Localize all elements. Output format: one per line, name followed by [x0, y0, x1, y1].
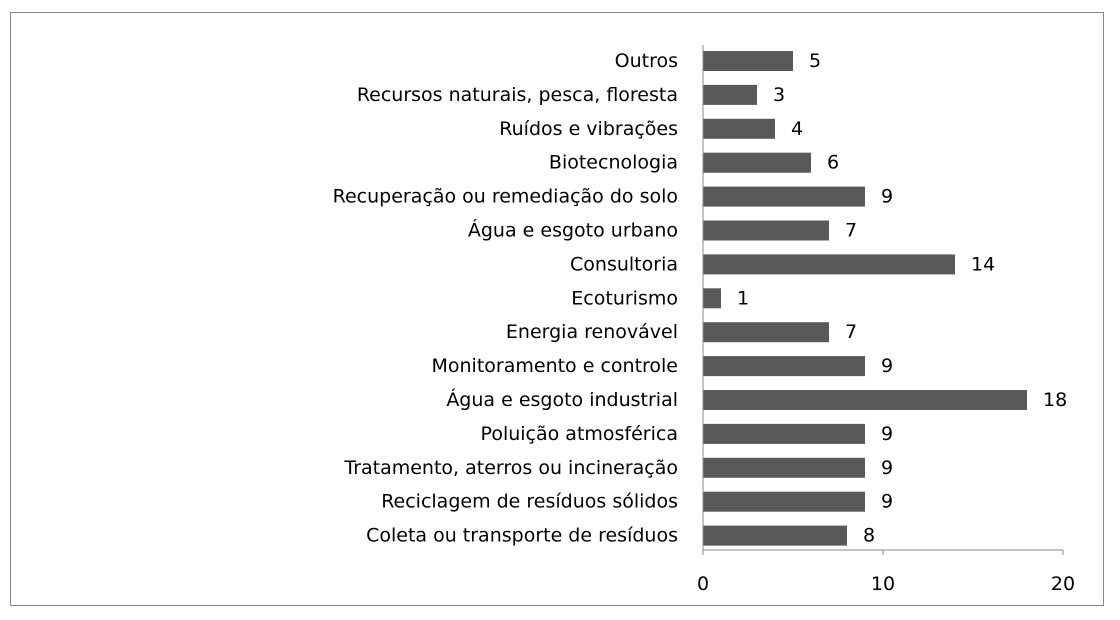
category-label-consultoria: Consultoria	[570, 253, 678, 275]
category-label-tratamento-aterros-ou-incineracao: Tratamento, aterros ou incineração	[343, 457, 678, 479]
value-label-outros: 5	[809, 50, 821, 72]
bar-ecoturismo	[703, 288, 721, 309]
value-label-poluicao-atmosferica: 9	[881, 423, 893, 445]
value-label-recuperacao-ou-remediacao-do-solo: 9	[881, 186, 893, 208]
category-label-poluicao-atmosferica: Poluição atmosférica	[481, 423, 678, 445]
bars	[703, 51, 1027, 546]
value-label-coleta-ou-transporte-de-residuos: 8	[863, 525, 875, 547]
bar-reciclagem-de-residuos-solidos	[703, 491, 865, 512]
bar-coleta-ou-transporte-de-residuos	[703, 525, 847, 546]
value-label-biotecnologia: 6	[827, 152, 839, 174]
value-label-agua-e-esgoto-industrial: 18	[1043, 389, 1067, 411]
category-label-ruidos-e-vibracoes: Ruídos e vibrações	[499, 118, 678, 140]
chart-frame	[10, 12, 1104, 606]
category-label-biotecnologia: Biotecnologia	[549, 152, 678, 174]
bar-outros	[703, 51, 793, 71]
category-labels: Outros Recursos naturais, pesca, floresta…	[333, 50, 678, 547]
value-label-energia-renovavel: 7	[845, 321, 857, 343]
bar-recursos-naturais-pesca-floresta	[703, 84, 757, 105]
bar-energia-renovavel	[703, 322, 829, 343]
bar-consultoria	[703, 254, 955, 275]
bar-monitoramento-e-controle	[703, 356, 865, 377]
category-label-recuperacao-ou-remediacao-do-solo: Recuperação ou remediação do solo	[333, 186, 678, 208]
x-tick-label-0: 0	[697, 573, 709, 595]
category-label-reciclagem-de-residuos-solidos: Reciclagem de resíduos sólidos	[381, 491, 678, 513]
value-label-ecoturismo: 1	[737, 287, 749, 309]
category-label-monitoramento-e-controle: Monitoramento e controle	[432, 355, 679, 377]
category-label-outros: Outros	[615, 50, 678, 72]
bar-biotecnologia	[703, 152, 811, 173]
value-label-ruidos-e-vibracoes: 4	[791, 118, 803, 140]
bar-agua-e-esgoto-industrial	[703, 390, 1027, 410]
axes	[702, 45, 1064, 555]
x-tick-labels: 0 10 20	[697, 573, 1075, 595]
category-label-agua-e-esgoto-urbano: Água e esgoto urbano	[468, 219, 678, 242]
value-label-recursos-naturais-pesca-floresta: 3	[773, 84, 785, 106]
category-label-recursos-naturais-pesca-floresta: Recursos naturais, pesca, floresta	[357, 84, 678, 106]
category-label-ecoturismo: Ecoturismo	[571, 287, 678, 309]
x-tick-label-20: 20	[1051, 573, 1075, 595]
bar-recuperacao-ou-remediacao-do-solo	[703, 186, 865, 207]
value-label-monitoramento-e-controle: 9	[881, 355, 893, 377]
value-label-reciclagem-de-residuos-solidos: 9	[881, 491, 893, 513]
bar-poluicao-atmosferica	[703, 423, 865, 444]
bar-ruidos-e-vibracoes	[703, 118, 775, 139]
category-label-energia-renovavel: Energia renovável	[506, 321, 678, 343]
value-label-tratamento-aterros-ou-incineracao: 9	[881, 457, 893, 479]
value-label-consultoria: 14	[971, 253, 995, 275]
x-tick-label-10: 10	[871, 573, 895, 595]
bar-tratamento-aterros-ou-incineracao	[703, 457, 865, 478]
bar-agua-e-esgoto-urbano	[703, 220, 829, 241]
value-label-agua-e-esgoto-urbano: 7	[845, 220, 857, 242]
category-label-coleta-ou-transporte-de-residuos: Coleta ou transporte de resíduos	[366, 525, 678, 547]
category-label-agua-e-esgoto-industrial: Água e esgoto industrial	[446, 388, 678, 411]
